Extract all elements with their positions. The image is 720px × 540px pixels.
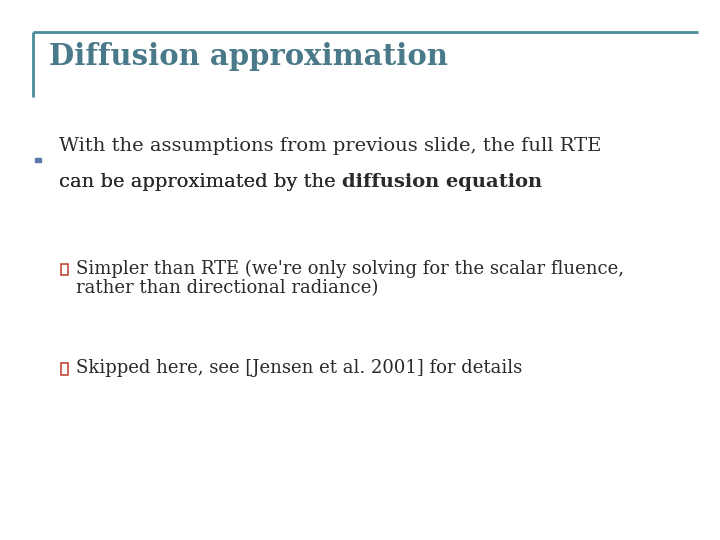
- Text: Skipped here, see [Jensen et al. 2001] for details: Skipped here, see [Jensen et al. 2001] f…: [76, 359, 522, 377]
- Text: Simpler than RTE (we're only solving for the scalar fluence,: Simpler than RTE (we're only solving for…: [76, 259, 624, 278]
- Bar: [61, 363, 68, 375]
- Bar: [61, 264, 68, 275]
- Text: rather than directional radiance): rather than directional radiance): [76, 279, 378, 297]
- Text: can be approximated by the: can be approximated by the: [59, 173, 342, 191]
- Text: can be approximated by the: can be approximated by the: [59, 173, 342, 191]
- Text: diffusion equation: diffusion equation: [342, 173, 542, 191]
- Text: With the assumptions from previous slide, the full RTE: With the assumptions from previous slide…: [59, 137, 601, 155]
- Text: Diffusion approximation: Diffusion approximation: [49, 42, 448, 71]
- Bar: [35, 158, 41, 162]
